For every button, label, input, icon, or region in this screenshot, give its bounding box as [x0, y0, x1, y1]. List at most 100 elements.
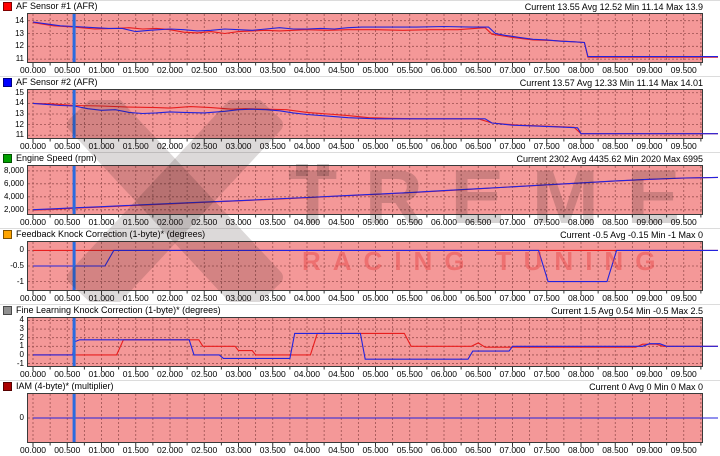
x-tick-label: 04.500	[328, 369, 355, 379]
x-tick-label: 09.000	[636, 445, 663, 455]
x-tick-label: 02.000	[157, 141, 183, 151]
x-tick-label: 01.500	[122, 445, 149, 455]
x-tick-label: 00.000	[20, 445, 46, 455]
x-tick-label: 08.000	[568, 369, 594, 379]
x-tick-label: 07.000	[499, 141, 526, 151]
time-cursor	[72, 166, 76, 214]
x-tick-label: 09.500	[670, 65, 697, 75]
x-axis-labels: 00.000 00.500 01.000 01.500 02.000 02.500 03.0…	[0, 139, 720, 152]
panel-title: AF Sensor #2 (AFR)	[16, 77, 98, 87]
x-tick-label: 04.000	[294, 369, 320, 379]
y-tick-label: 12	[15, 41, 24, 51]
x-tick-label: 01.500	[122, 141, 149, 151]
y-tick-label: 11	[15, 130, 24, 140]
y-tick-label: 0	[19, 245, 24, 255]
x-tick-label: 03.500	[259, 141, 286, 151]
panel-header: IAM (4-byte)* (multiplier) Current 0 Avg…	[0, 380, 720, 393]
x-tick-label: 04.500	[328, 65, 355, 75]
x-tick-label: 04.000	[294, 217, 320, 227]
plot-area[interactable]	[27, 13, 718, 67]
x-tick-label: 07.500	[533, 217, 560, 227]
x-tick-label: 05.000	[362, 217, 389, 227]
x-tick-label: 01.000	[88, 217, 115, 227]
x-tick-label: 01.000	[88, 141, 115, 151]
series-line-blue	[33, 249, 718, 283]
chart-panel-engine-speed: Engine Speed (rpm) Current 2302 Avg 4435…	[0, 152, 720, 228]
y-tick-label: 4,000	[3, 191, 24, 201]
plot-area[interactable]	[27, 241, 718, 295]
x-tick-label: 08.500	[602, 217, 629, 227]
x-tick-label: 00.000	[20, 369, 46, 379]
time-cursor	[72, 318, 76, 366]
x-tick-label: 03.000	[225, 445, 252, 455]
x-tick-label: 09.000	[636, 141, 663, 151]
chart-panel-iam: IAM (4-byte)* (multiplier) Current 0 Avg…	[0, 380, 720, 456]
x-tick-label: 07.500	[533, 445, 560, 455]
time-cursor	[72, 242, 76, 290]
x-axis-labels: 00.000 00.500 01.000 01.500 02.000 02.500 03.0…	[0, 291, 720, 304]
x-tick-label: 04.500	[328, 141, 355, 151]
x-tick-label: 01.000	[88, 369, 115, 379]
x-tick-label: 08.000	[568, 141, 594, 151]
x-tick-label: 08.500	[602, 65, 629, 75]
x-tick-label: 07.500	[533, 369, 560, 379]
x-tick-label: 08.000	[568, 293, 594, 303]
x-tick-label: 06.500	[465, 445, 492, 455]
plot-area[interactable]	[27, 393, 718, 447]
plot-area[interactable]	[27, 165, 719, 219]
x-tick-label: 03.000	[225, 65, 252, 75]
x-tick-label: 03.500	[259, 65, 286, 75]
x-tick-label: 00.500	[54, 445, 81, 455]
panel-header: AF Sensor #2 (AFR) Current 13.57 Avg 12.…	[0, 76, 720, 89]
x-tick-label: 02.000	[157, 65, 183, 75]
x-tick-label: 05.500	[396, 369, 423, 379]
x-tick-label: 06.500	[465, 65, 492, 75]
y-axis-labels: 15 14 13 12 11	[0, 87, 27, 140]
time-cursor	[72, 394, 76, 442]
x-tick-label: 09.000	[636, 369, 663, 379]
time-cursor	[72, 90, 76, 138]
x-tick-label: 09.000	[636, 65, 663, 75]
time-cursor	[72, 14, 76, 62]
x-tick-label: 04.000	[294, 141, 320, 151]
x-tick-label: 01.500	[122, 293, 149, 303]
panel-stats: Current 1.5 Avg 0.54 Min -0.5 Max 2.5	[551, 306, 703, 316]
x-tick-label: 09.500	[670, 445, 697, 455]
x-tick-label: 05.500	[396, 217, 423, 227]
series-color-icon	[3, 382, 12, 391]
x-tick-label: 06.000	[431, 217, 457, 227]
chart-panel-fine-learning-knock: Fine Learning Knock Correction (1-byte)*…	[0, 304, 720, 380]
x-tick-label: 06.500	[465, 217, 492, 227]
y-tick-label: 14	[15, 98, 24, 108]
x-tick-label: 00.000	[20, 293, 46, 303]
panel-header: Fine Learning Knock Correction (1-byte)*…	[0, 304, 720, 317]
x-tick-label: 05.000	[362, 445, 389, 455]
chart-panel-feedback-knock: Feedback Knock Correction (1-byte)* (deg…	[0, 228, 720, 304]
panel-title: AF Sensor #1 (AFR)	[16, 1, 98, 11]
plot-area[interactable]	[27, 89, 718, 143]
y-tick-label: 13	[15, 28, 24, 38]
series-color-icon	[3, 306, 12, 315]
series-line-blue	[32, 102, 718, 135]
x-tick-label: 08.500	[602, 445, 629, 455]
x-tick-label: 09.500	[670, 369, 697, 379]
y-tick-label: 8,000	[3, 165, 24, 175]
x-tick-label: 08.500	[602, 369, 629, 379]
x-tick-label: 03.500	[259, 445, 286, 455]
x-tick-label: 02.500	[191, 217, 218, 227]
y-tick-label: 15	[15, 87, 24, 97]
panel-header: AF Sensor #1 (AFR) Current 13.55 Avg 12.…	[0, 0, 720, 13]
x-tick-label: 02.500	[191, 369, 218, 379]
plot-area[interactable]	[27, 317, 718, 371]
y-tick-label: -0.5	[10, 261, 24, 270]
x-tick-label: 08.000	[568, 65, 594, 75]
y-tick-label: 0	[19, 413, 24, 422]
x-tick-label: 07.500	[533, 141, 560, 151]
panel-stats: Current 0 Avg 0 Min 0 Max 0	[589, 382, 703, 392]
y-tick-label: 11	[15, 54, 24, 64]
x-tick-label: 01.000	[88, 65, 115, 75]
y-tick-label: 2	[19, 332, 24, 342]
panel-header: Engine Speed (rpm) Current 2302 Avg 4435…	[0, 152, 720, 165]
panel-stats: Current 13.55 Avg 12.52 Min 11.14 Max 13…	[524, 2, 703, 12]
x-tick-label: 05.500	[396, 293, 423, 303]
